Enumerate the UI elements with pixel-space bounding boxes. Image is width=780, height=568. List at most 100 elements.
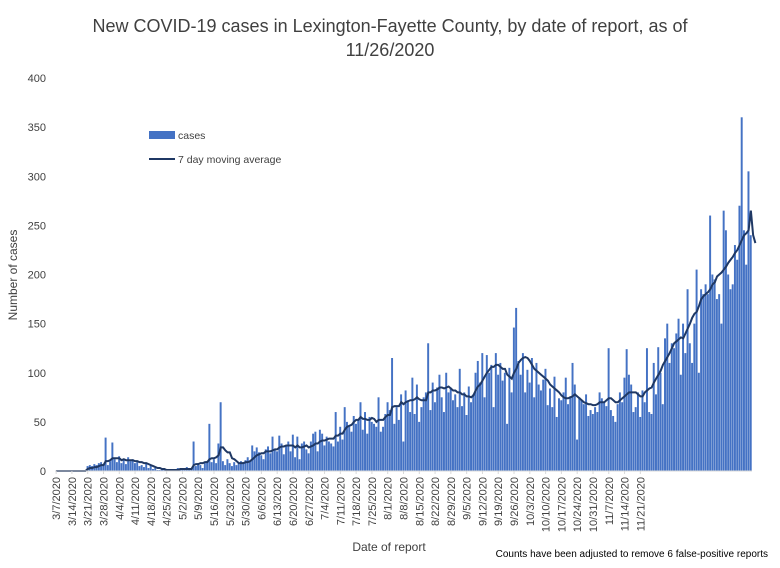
cases-bar	[729, 289, 732, 471]
cases-bar	[138, 466, 141, 471]
cases-bar	[481, 353, 484, 471]
cases-bar	[395, 407, 398, 471]
cases-bar	[433, 402, 436, 471]
cases-bar	[535, 362, 538, 471]
cases-bar	[436, 387, 439, 471]
x-tick-label: 9/19/2020	[493, 477, 505, 526]
x-tick-label: 6/27/2020	[304, 477, 316, 526]
x-tick-label: 5/16/2020	[209, 477, 221, 526]
cases-bar	[742, 230, 745, 471]
cases-bar	[384, 414, 387, 471]
cases-bar	[339, 426, 342, 471]
x-tick-label: 5/2/2020	[177, 477, 189, 520]
cases-bar	[418, 421, 421, 472]
cases-bar	[379, 431, 382, 471]
cases-bar	[607, 348, 610, 471]
cases-bar	[571, 362, 574, 471]
cases-bar	[603, 402, 606, 471]
cases-bar	[406, 400, 409, 471]
cases-bar	[115, 462, 118, 471]
cases-bar	[483, 397, 486, 471]
cases-bar	[427, 343, 430, 471]
cases-bar	[546, 405, 549, 471]
cases-bar	[332, 446, 335, 471]
cases-bar	[323, 445, 326, 471]
cases-bar	[524, 392, 527, 471]
legend-label-moving-average: 7 day moving average	[178, 154, 281, 166]
cases-bar	[492, 407, 495, 471]
cases-bar	[627, 374, 630, 471]
cases-bar	[206, 461, 209, 471]
cases-bar	[661, 404, 664, 471]
cases-bar	[454, 394, 457, 471]
cases-bar	[147, 468, 150, 471]
cases-bar	[253, 451, 256, 471]
cases-bar	[352, 415, 355, 471]
cases-bar	[731, 284, 734, 471]
cases-bar	[564, 377, 567, 471]
cases-bar	[330, 443, 333, 471]
cases-bar	[273, 449, 276, 471]
legend-label-cases: cases	[178, 130, 205, 142]
cases-bar	[747, 171, 750, 471]
cases-bar	[632, 412, 635, 471]
cases-bar	[670, 343, 673, 471]
cases-bar	[303, 441, 306, 471]
cases-bar	[591, 414, 594, 471]
cases-bar	[120, 463, 123, 471]
x-tick-label: 9/5/2020	[462, 477, 474, 520]
cases-bar	[280, 443, 283, 471]
cases-bar	[490, 364, 493, 471]
cases-bar	[596, 412, 599, 471]
cases-bar	[745, 264, 748, 471]
cases-bar	[530, 358, 533, 471]
cases-bar	[136, 462, 139, 471]
cases-bar	[197, 463, 200, 471]
cases-bar	[312, 433, 315, 471]
cases-bar	[625, 349, 628, 471]
cases-bar	[567, 404, 569, 471]
cases-bar	[702, 294, 705, 471]
cases-bar	[438, 374, 441, 471]
cases-bar	[650, 414, 653, 471]
y-tick-label: 250	[28, 220, 46, 232]
cases-bar	[318, 429, 321, 471]
cases-bar	[391, 358, 394, 471]
cases-bar	[350, 431, 353, 471]
cases-bar	[704, 284, 707, 471]
cases-bar	[709, 215, 712, 471]
cases-bar	[521, 353, 524, 471]
y-tick-label: 100	[28, 368, 46, 380]
x-tick-label: 3/28/2020	[98, 477, 110, 526]
cases-bar	[235, 465, 238, 471]
cases-bar	[488, 372, 491, 471]
cases-bar	[325, 436, 328, 471]
cases-bar	[657, 347, 660, 471]
cases-bar	[230, 466, 233, 471]
cases-bar	[461, 406, 463, 471]
cases-bar	[102, 464, 105, 471]
cases-bar	[528, 382, 531, 471]
cases-bar	[548, 388, 551, 471]
cases-bar	[544, 368, 547, 471]
cases-bar	[589, 410, 592, 471]
chart-title-line2: 11/26/2020	[345, 40, 435, 60]
cases-bar	[422, 397, 425, 471]
cases-bar	[467, 386, 470, 471]
cases-bar	[537, 384, 540, 471]
x-tick-label: 7/11/2020	[335, 477, 347, 525]
cases-bar	[336, 441, 339, 471]
cases-bar	[440, 397, 443, 471]
cases-bar	[587, 415, 590, 471]
cases-bar	[289, 451, 292, 471]
cases-bar	[192, 441, 195, 471]
cases-bar	[616, 404, 619, 471]
cases-bar	[711, 274, 714, 471]
footnote: Counts have been adjusted to remove 6 fa…	[495, 549, 768, 560]
cases-bar	[327, 441, 330, 471]
cases-bar	[558, 398, 560, 471]
x-tick-label: 3/14/2020	[67, 477, 79, 526]
cases-bar	[296, 436, 299, 471]
cases-bar	[359, 402, 362, 471]
